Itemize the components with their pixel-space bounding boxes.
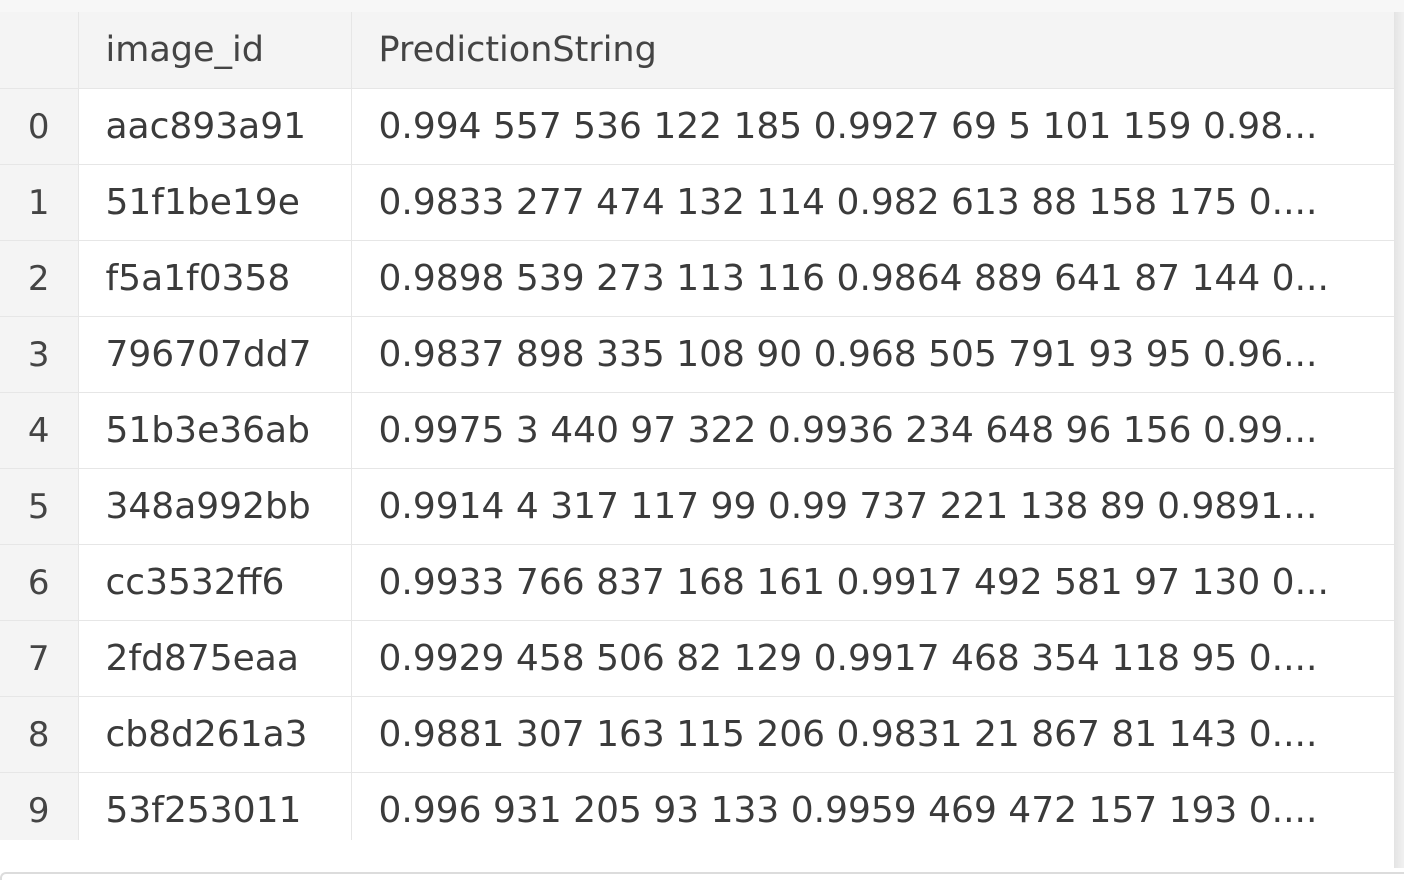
image-id-cell: f5a1f0358 <box>78 240 352 317</box>
image-id-cell: cb8d261a3 <box>78 696 352 773</box>
prediction-string-cell: 0.9881 307 163 115 206 0.9831 21 867 81 … <box>351 696 1396 773</box>
prediction-string-cell: 0.9929 458 506 82 129 0.9917 468 354 118… <box>351 620 1396 697</box>
image-id-cell: cc3532ff6 <box>78 544 352 621</box>
header-row: image_id PredictionString <box>0 12 1396 89</box>
index-header <box>0 12 79 89</box>
table-row: 0 aac893a91 0.994 557 536 122 185 0.9927… <box>0 88 1396 165</box>
table-row: 7 2fd875eaa 0.9929 458 506 82 129 0.9917… <box>0 620 1396 697</box>
table-row: 2 f5a1f0358 0.9898 539 273 113 116 0.986… <box>0 240 1396 317</box>
prediction-string-cell: 0.9898 539 273 113 116 0.9864 889 641 87… <box>351 240 1396 317</box>
row-index: 9 <box>0 772 79 840</box>
row-index: 8 <box>0 696 79 773</box>
image-id-cell: 796707dd7 <box>78 316 352 393</box>
row-index: 7 <box>0 620 79 697</box>
row-index: 3 <box>0 316 79 393</box>
table-row: 3 796707dd7 0.9837 898 335 108 90 0.968 … <box>0 316 1396 393</box>
row-index: 5 <box>0 468 79 545</box>
column-header-prediction-string: PredictionString <box>351 12 1396 89</box>
prediction-string-cell: 0.9837 898 335 108 90 0.968 505 791 93 9… <box>351 316 1396 393</box>
image-id-cell: aac893a91 <box>78 88 352 165</box>
prediction-string-cell: 0.9833 277 474 132 114 0.982 613 88 158 … <box>351 164 1396 241</box>
row-index: 4 <box>0 392 79 469</box>
dataframe-table: image_id PredictionString 0 aac893a91 0.… <box>0 12 1396 840</box>
image-id-cell: 2fd875eaa <box>78 620 352 697</box>
image-id-cell: 53f253011 <box>78 772 352 840</box>
dataframe-output: image_id PredictionString 0 aac893a91 0.… <box>0 12 1396 840</box>
image-id-cell: 51f1be19e <box>78 164 352 241</box>
prediction-string-cell: 0.996 931 205 93 133 0.9959 469 472 157 … <box>351 772 1396 840</box>
row-index: 0 <box>0 88 79 165</box>
image-id-cell: 348a992bb <box>78 468 352 545</box>
prediction-string-cell: 0.9975 3 440 97 322 0.9936 234 648 96 15… <box>351 392 1396 469</box>
prediction-string-cell: 0.994 557 536 122 185 0.9927 69 5 101 15… <box>351 88 1396 165</box>
vertical-scrollbar[interactable] <box>1394 12 1404 868</box>
row-index: 6 <box>0 544 79 621</box>
column-header-image-id: image_id <box>78 12 352 89</box>
table-row: 8 cb8d261a3 0.9881 307 163 115 206 0.983… <box>0 696 1396 773</box>
table-row: 9 53f253011 0.996 931 205 93 133 0.9959 … <box>0 772 1396 840</box>
prediction-string-cell: 0.9914 4 317 117 99 0.99 737 221 138 89 … <box>351 468 1396 545</box>
next-cell-border <box>0 872 1404 880</box>
row-index: 2 <box>0 240 79 317</box>
image-id-cell: 51b3e36ab <box>78 392 352 469</box>
table-row: 6 cc3532ff6 0.9933 766 837 168 161 0.991… <box>0 544 1396 621</box>
prediction-string-cell: 0.9933 766 837 168 161 0.9917 492 581 97… <box>351 544 1396 621</box>
table-row: 1 51f1be19e 0.9833 277 474 132 114 0.982… <box>0 164 1396 241</box>
row-index: 1 <box>0 164 79 241</box>
table-row: 5 348a992bb 0.9914 4 317 117 99 0.99 737… <box>0 468 1396 545</box>
output-top-strip <box>0 0 1404 12</box>
table-row: 4 51b3e36ab 0.9975 3 440 97 322 0.9936 2… <box>0 392 1396 469</box>
